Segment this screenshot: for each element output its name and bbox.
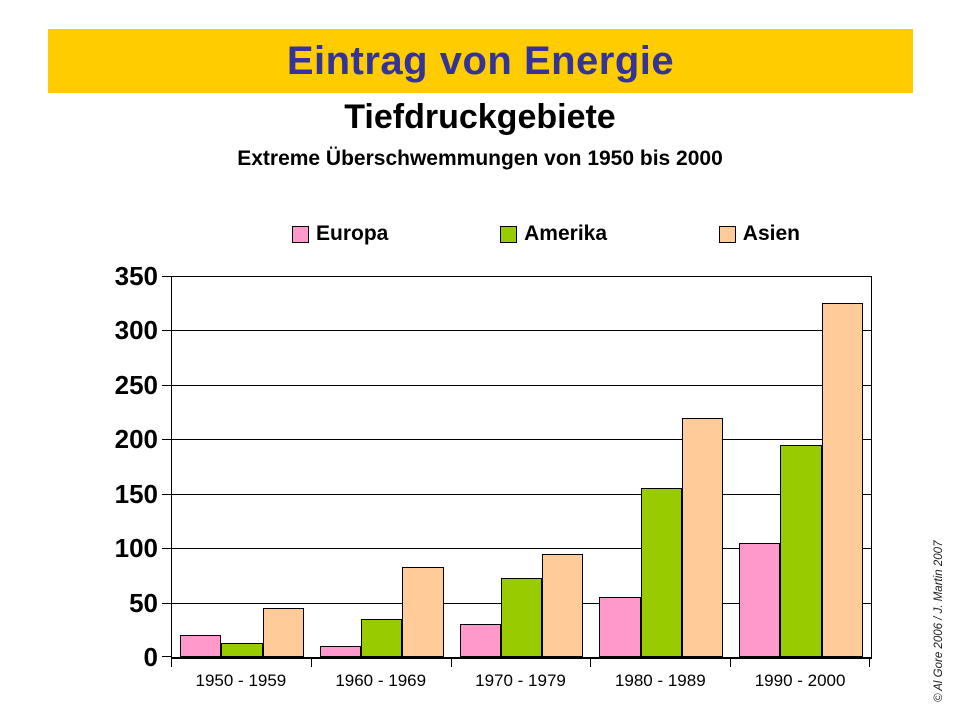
bar-amerika-1950-1959 xyxy=(221,642,263,657)
y-tick-100 xyxy=(162,548,172,550)
x-tick-1 xyxy=(310,659,312,667)
legend-swatch-asien xyxy=(718,225,736,243)
y-tick-150 xyxy=(162,493,172,495)
bar-europa-1970-1979 xyxy=(459,624,501,657)
x-axis-label-3: 1980 - 1989 xyxy=(614,671,706,690)
y-axis-label-300: 300 xyxy=(114,315,158,346)
y-axis-label-250: 250 xyxy=(114,369,158,400)
bar-asien-1970-1979 xyxy=(542,553,584,657)
legend-item-asien: Asien xyxy=(718,222,800,246)
bar-amerika-1980-1989 xyxy=(640,488,682,657)
gridline-150 xyxy=(172,493,871,495)
y-axis-label-100: 100 xyxy=(114,533,158,564)
y-axis-label-0: 0 xyxy=(143,642,158,672)
chart-caption: Extreme Überschwemmungen von 1950 bis 20… xyxy=(237,147,723,170)
x-axis: 1950 - 1959 1960 - 1969 1970 - 1979 1980 - … xyxy=(171,659,870,699)
plot-area xyxy=(162,276,872,659)
x-axis-label-2: 1970 - 1979 xyxy=(475,671,566,690)
y-tick-200 xyxy=(162,439,172,441)
y-axis-label-150: 150 xyxy=(114,478,158,509)
chart-subtitle: Tiefdruckgebiete xyxy=(344,98,616,136)
legend-label: Amerika xyxy=(524,222,608,245)
y-axis-label-200: 200 xyxy=(114,424,158,455)
bar-asien-1990-2000 xyxy=(821,303,863,657)
bar-europa-1980-1989 xyxy=(599,597,641,657)
bar-amerika-1970-1979 xyxy=(500,577,543,657)
bar-asien-1980-1989 xyxy=(681,417,724,657)
bar-amerika-1990-2000 xyxy=(780,444,822,657)
gridline-100 xyxy=(172,548,871,550)
y-tick-300 xyxy=(162,330,172,332)
y-tick-50 xyxy=(162,602,172,604)
bar-asien-1960-1969 xyxy=(402,566,444,657)
gridline-250 xyxy=(172,384,871,386)
bar-europa-1960-1969 xyxy=(319,646,362,657)
bar-amerika-1960-1969 xyxy=(361,618,403,657)
bar-europa-1950-1959 xyxy=(180,635,222,657)
x-tick-4 xyxy=(730,659,732,667)
legend-label: Asien xyxy=(742,222,800,245)
gridline-350 xyxy=(172,276,871,277)
bar-europa-1990-2000 xyxy=(739,542,781,657)
bar-asien-1950-1959 xyxy=(262,608,304,657)
legend-label: Europa xyxy=(316,222,389,245)
legend: Europa Amerika Asien xyxy=(292,221,800,247)
legend-item-amerika: Amerika xyxy=(500,222,607,246)
slide-title: Eintrag von Energie xyxy=(286,38,675,83)
legend-swatch-amerika xyxy=(500,225,518,243)
legend-item-europa: Europa xyxy=(292,222,388,246)
x-axis-label-0: 1950 - 1959 xyxy=(195,671,287,690)
y-axis: 0 50 100 150 200 250 300 350 xyxy=(60,263,158,670)
x-tick-0 xyxy=(171,659,172,667)
x-tick-5 xyxy=(869,659,870,667)
y-tick-250 xyxy=(162,384,172,386)
y-axis-label-350: 350 xyxy=(114,261,158,291)
gridline-300 xyxy=(172,330,871,332)
y-tick-350 xyxy=(162,276,172,277)
x-axis-label-1: 1960 - 1969 xyxy=(335,671,427,690)
gridline-200 xyxy=(172,439,871,441)
x-axis-label-4: 1990 - 2000 xyxy=(754,671,846,690)
x-tick-2 xyxy=(450,659,452,667)
legend-swatch-europa xyxy=(292,225,309,243)
x-tick-3 xyxy=(590,659,592,667)
y-axis-label-50: 50 xyxy=(129,587,158,618)
credit-text: © Al Gore 2006 / J. Martin 2007 xyxy=(933,540,945,702)
y-tick-0 xyxy=(162,656,172,657)
title-banner: Eintrag von Energie xyxy=(48,29,913,93)
